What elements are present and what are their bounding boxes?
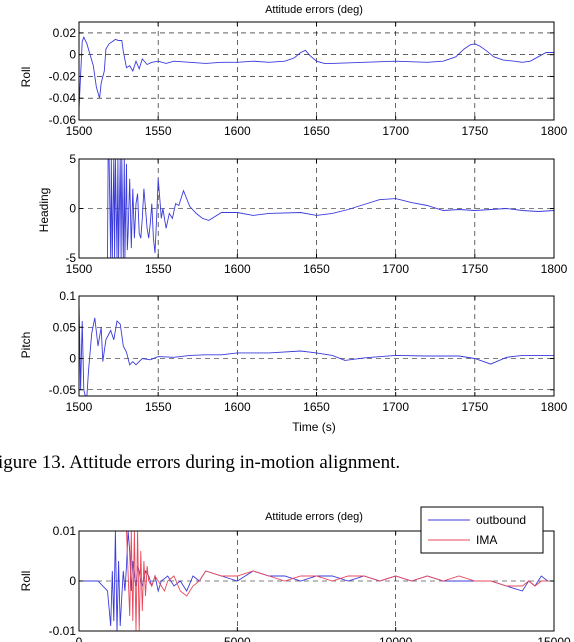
- x-tick-label: 1800: [541, 262, 568, 276]
- x-tick-label: 1550: [145, 124, 172, 138]
- x-tick-label: 1500: [66, 400, 93, 414]
- y-tick-label: -0.06: [49, 113, 77, 127]
- y-axis-label: Roll: [19, 571, 33, 592]
- y-tick-label: -0.02: [49, 69, 77, 83]
- y-tick-label: -5: [65, 251, 76, 265]
- ticks: 1500 1550 1600 1650 1700 1750 1800 0.02 0 -0.02 -0…: [49, 22, 568, 138]
- grid-lines: [79, 22, 554, 120]
- y-tick-label: 0.02: [53, 26, 77, 40]
- x-tick-label: 1800: [541, 400, 568, 414]
- y-axis-label: Heading: [37, 188, 51, 233]
- x-tick-label: 5000: [224, 635, 251, 642]
- x-tick-label: 1750: [461, 124, 488, 138]
- series-lines: [79, 302, 554, 396]
- grid-lines: [79, 159, 554, 258]
- x-tick-label: 1500: [66, 124, 93, 138]
- x-tick-label: 1650: [303, 124, 330, 138]
- x-tick-label: 1750: [461, 262, 488, 276]
- y-tick-label: -0.01: [49, 624, 77, 638]
- series-lines: [79, 531, 548, 631]
- x-tick-label: 1700: [382, 262, 409, 276]
- x-tick-label: 1550: [145, 400, 172, 414]
- legend-box: [420, 506, 544, 554]
- x-tick-label: 1750: [461, 400, 488, 414]
- x-tick-label: 1700: [382, 124, 409, 138]
- x-axis-label: Time (s): [292, 420, 336, 434]
- grid-lines: [79, 296, 554, 396]
- ticks: 1500 1550 1600 1650 1700 1750 1800 5 0 -5: [65, 152, 567, 276]
- x-tick-label: 1600: [224, 400, 251, 414]
- y-tick-label: 0.05: [53, 320, 77, 334]
- x-tick-label: 1650: [303, 400, 330, 414]
- y-axis-label: Pitch: [19, 332, 33, 359]
- y-tick-label: 0: [69, 202, 76, 216]
- series-line-series-0: [79, 36, 554, 110]
- series-lines: [107, 159, 554, 258]
- x-tick-label: 1800: [541, 124, 568, 138]
- chart-title: Attitude errors (deg): [265, 511, 363, 523]
- y-tick-label: 0: [69, 48, 76, 62]
- series-line-series-0: [79, 302, 554, 396]
- y-tick-label: -0.05: [49, 383, 77, 397]
- ticks: 1500 1550 1600 1650 1700 1750 1800 0.1 0.05 0 -0.0…: [49, 289, 568, 414]
- y-tick-label: 0.01: [53, 524, 77, 538]
- x-tick-label: 1550: [145, 262, 172, 276]
- x-tick-label: 1650: [303, 262, 330, 276]
- roll-panel: Attitude errors (deg) Roll 1500 1550 1600 1…: [19, 4, 568, 138]
- legend-label-ima: IMA: [476, 533, 497, 547]
- y-axis-label: Roll: [19, 67, 33, 88]
- pitch-panel: Pitch Time (s) 1500 1550 1600 1650 1700 1750 1…: [19, 289, 568, 434]
- y-tick-label: -0.04: [49, 91, 77, 105]
- x-tick-label: 1600: [224, 262, 251, 276]
- y-tick-label: 0.1: [59, 289, 76, 303]
- series-line-series-0: [107, 159, 554, 258]
- chart-title: Attitude errors (deg): [265, 4, 363, 16]
- x-tick-label: 15000: [537, 635, 571, 642]
- legend-label-outbound: outbound: [476, 513, 526, 527]
- y-tick-label: 0: [69, 574, 76, 588]
- x-tick-label: 10000: [379, 635, 413, 642]
- y-tick-label: 0: [69, 352, 76, 366]
- x-tick-label: 0: [76, 635, 83, 642]
- x-tick-label: 1500: [66, 262, 93, 276]
- x-tick-label: 1700: [382, 400, 409, 414]
- figure-caption: igure 13. Attitude errors during in-moti…: [0, 452, 400, 473]
- x-tick-label: 1600: [224, 124, 251, 138]
- roll-panel-2: Attitude errors (deg) Roll 0 5000 10000 150…: [19, 506, 571, 642]
- heading-panel: Heading 1500 1550 1600 1650 1700 1750 1800 5 0 -5: [37, 152, 568, 276]
- legend: outbound IMA: [420, 506, 544, 554]
- y-tick-label: 5: [69, 152, 76, 166]
- series-line-IMA: [126, 531, 548, 631]
- series-lines: [79, 36, 554, 110]
